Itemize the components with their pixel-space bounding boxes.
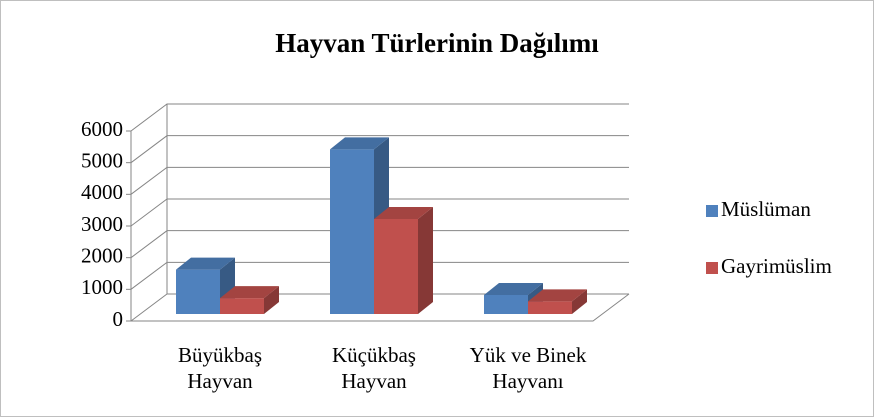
bar-top	[330, 137, 389, 150]
bar-top	[176, 257, 235, 270]
y-tick-label: 6000	[81, 117, 123, 141]
legend-label: Gayrimüslim	[721, 254, 832, 278]
bar-front	[528, 301, 572, 314]
grid-line	[130, 230, 629, 259]
bar-top	[374, 207, 433, 219]
x-tick-label: Yük ve Binek Hayvanı	[469, 343, 587, 393]
y-tick-label: 2000	[81, 243, 123, 267]
bar	[374, 207, 433, 314]
y-tick-label: 3000	[81, 212, 123, 236]
bar-top	[484, 283, 543, 295]
legend-label: Müslüman	[721, 197, 811, 221]
y-tick-label: 0	[113, 307, 124, 331]
bar-front	[176, 269, 220, 314]
bar-front	[220, 298, 264, 314]
x-tick-label: Büyükbaş Hayvan	[178, 343, 262, 393]
grid-line	[130, 198, 629, 227]
legend-swatch	[706, 262, 718, 274]
bar-side	[572, 289, 587, 314]
bar-top	[528, 289, 587, 302]
grid-line	[130, 166, 629, 195]
bar-side	[418, 207, 433, 314]
grid-line	[130, 261, 629, 290]
legend-swatch	[706, 205, 718, 217]
bar-side	[264, 286, 279, 314]
y-tick-label: 5000	[81, 148, 123, 172]
bar-front	[374, 219, 418, 314]
x-tick-label: Küçükbaş Hayvan	[332, 343, 416, 393]
grid-line	[130, 293, 629, 322]
grid-line	[130, 103, 629, 132]
bar-top	[220, 286, 279, 299]
bar-front	[330, 149, 374, 314]
y-tick-label: 1000	[81, 275, 123, 299]
floor	[131, 293, 630, 322]
bar-front	[484, 295, 528, 314]
y-tick-label: 4000	[81, 180, 123, 204]
grid-line	[130, 135, 629, 164]
chart-title: Hayvan Türlerinin Dağılımı	[275, 28, 599, 58]
bar	[528, 289, 587, 314]
bar	[220, 286, 279, 314]
